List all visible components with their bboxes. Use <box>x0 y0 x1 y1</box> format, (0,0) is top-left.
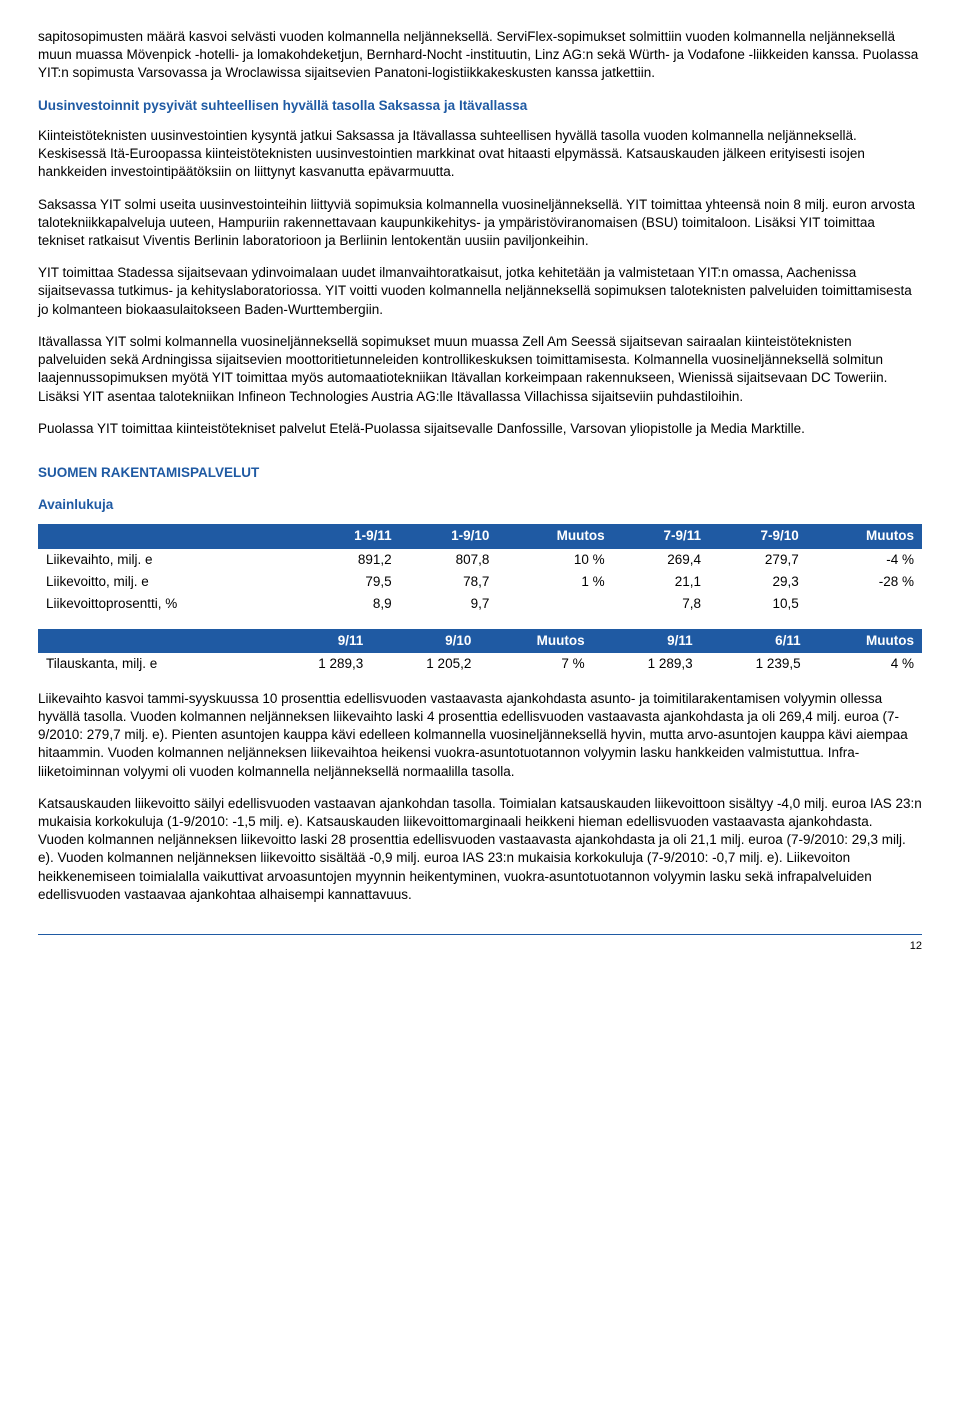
table-cell: 807,8 <box>400 549 498 571</box>
paragraph: Kiinteistöteknisten uusinvestointien kys… <box>38 127 922 182</box>
table-header <box>38 629 263 653</box>
section-heading: SUOMEN RAKENTAMISPALVELUT <box>38 464 922 482</box>
table-cell: 78,7 <box>400 571 498 593</box>
table-header <box>38 524 303 548</box>
table-header: 1-9/11 <box>303 524 399 548</box>
table-header: 1-9/10 <box>400 524 498 548</box>
paragraph: Itävallassa YIT solmi kolmannella vuosin… <box>38 333 922 406</box>
table-cell: 1 205,2 <box>371 653 479 675</box>
table-header: Muutos <box>809 629 922 653</box>
table-row: Liikevaihto, milj. e891,2807,810 %269,42… <box>38 549 922 571</box>
table-cell: 891,2 <box>303 549 399 571</box>
table-cell: Tilauskanta, milj. e <box>38 653 263 675</box>
footer-rule <box>38 934 922 935</box>
table-cell <box>807 593 922 615</box>
table-header: 9/11 <box>263 629 371 653</box>
table-header: Muutos <box>497 524 612 548</box>
table-cell: 10 % <box>497 549 612 571</box>
table-row: Tilauskanta, milj. e1 289,31 205,27 %1 2… <box>38 653 922 675</box>
table-cell: 1 239,5 <box>701 653 809 675</box>
paragraph: Liikevaihto kasvoi tammi-syyskuussa 10 p… <box>38 690 922 781</box>
paragraph: YIT toimittaa Stadessa sijaitsevaan ydin… <box>38 264 922 319</box>
table-cell: 79,5 <box>303 571 399 593</box>
table-cell: Liikevoitto, milj. e <box>38 571 303 593</box>
table-cell: 279,7 <box>709 549 807 571</box>
table-row: Liikevoittoprosentti, %8,99,7 7,810,5 <box>38 593 922 615</box>
table-cell: -4 % <box>807 549 922 571</box>
table-header: 7-9/10 <box>709 524 807 548</box>
table-header: 6/11 <box>701 629 809 653</box>
key-figures-table-1: 1-9/111-9/10Muutos7-9/117-9/10Muutos Lii… <box>38 524 922 615</box>
key-figures-table-2: 9/119/10Muutos9/116/11Muutos Tilauskanta… <box>38 629 922 675</box>
paragraph: sapitosopimusten määrä kasvoi selvästi v… <box>38 28 922 83</box>
table-cell: 10,5 <box>709 593 807 615</box>
table-header: Muutos <box>479 629 592 653</box>
table-cell: 1 % <box>497 571 612 593</box>
table-header: 9/11 <box>593 629 701 653</box>
table-cell: 1 289,3 <box>593 653 701 675</box>
paragraph: Puolassa YIT toimittaa kiinteistöteknise… <box>38 420 922 438</box>
subheading: Avainlukuja <box>38 496 922 514</box>
table-cell: 8,9 <box>303 593 399 615</box>
table-cell: 9,7 <box>400 593 498 615</box>
table-row: Liikevoitto, milj. e79,578,71 %21,129,3-… <box>38 571 922 593</box>
table-cell: -28 % <box>807 571 922 593</box>
table-cell: Liikevaihto, milj. e <box>38 549 303 571</box>
table-cell: 1 289,3 <box>263 653 371 675</box>
table-cell <box>497 593 612 615</box>
paragraph: Katsauskauden liikevoitto säilyi edellis… <box>38 795 922 904</box>
table-cell: 7 % <box>479 653 592 675</box>
table-cell: 21,1 <box>613 571 709 593</box>
table-cell: 29,3 <box>709 571 807 593</box>
paragraph: Saksassa YIT solmi useita uusinvestointe… <box>38 196 922 251</box>
table-header: Muutos <box>807 524 922 548</box>
table-cell: 4 % <box>809 653 922 675</box>
table-header: 9/10 <box>371 629 479 653</box>
table-header: 7-9/11 <box>613 524 709 548</box>
page-number: 12 <box>38 939 922 954</box>
table-cell: 7,8 <box>613 593 709 615</box>
subheading: Uusinvestoinnit pysyivät suhteellisen hy… <box>38 97 922 115</box>
table-cell: 269,4 <box>613 549 709 571</box>
table-cell: Liikevoittoprosentti, % <box>38 593 303 615</box>
